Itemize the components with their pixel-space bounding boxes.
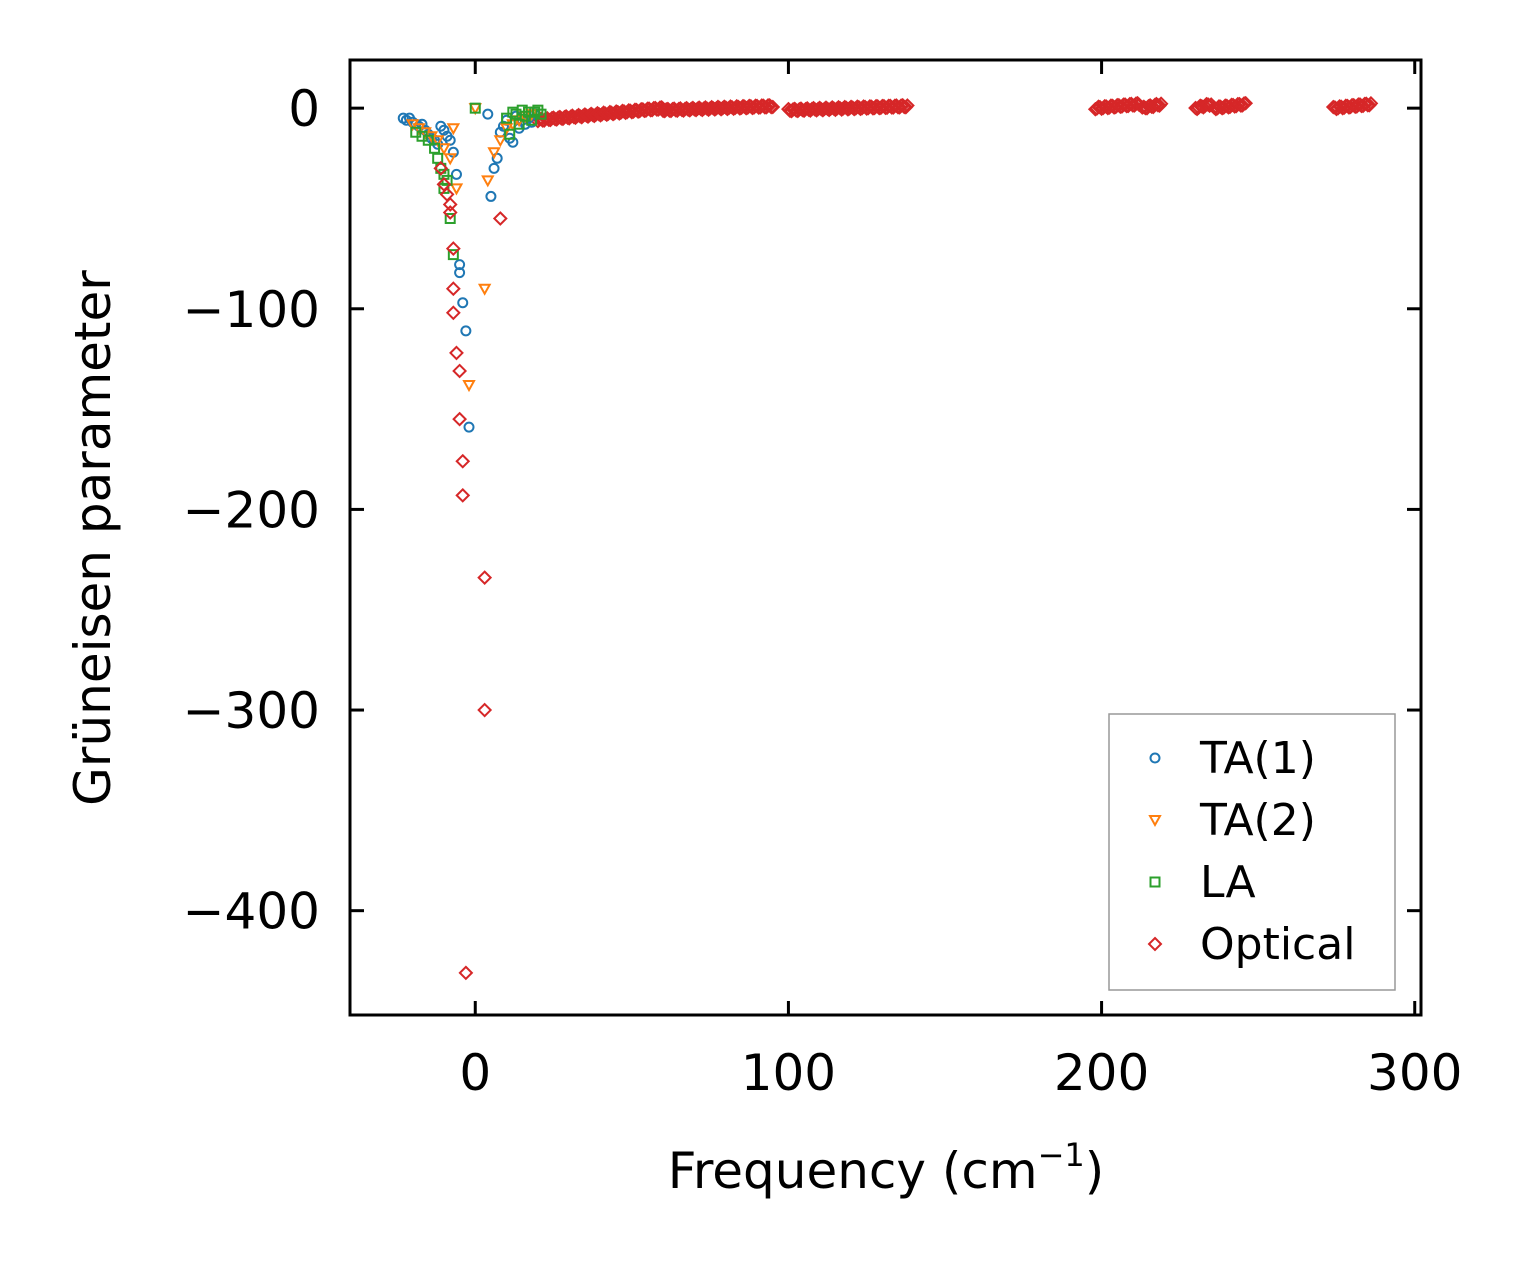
optical-point [1363, 95, 1379, 111]
y-tick-label: −200 [183, 481, 320, 539]
legend-item: TA(2) [1148, 795, 1316, 846]
y-axis: 0 −100 −200 −300 −400 [183, 80, 1421, 941]
data-point [455, 453, 471, 469]
data-point [452, 411, 468, 427]
data-point [422, 134, 434, 146]
data-point [493, 135, 508, 148]
series-la [410, 102, 547, 261]
optical-band [655, 98, 781, 119]
legend-item: Optical [1147, 919, 1355, 970]
data-point [492, 211, 508, 226]
data-point [482, 108, 494, 120]
optical-band [1206, 95, 1254, 117]
data-point [433, 160, 449, 176]
data-point [458, 965, 474, 981]
y-tick-label: −100 [183, 281, 320, 339]
data-point [491, 152, 503, 164]
plot-area-frame [348, 58, 1423, 1017]
data-point [445, 281, 461, 297]
data-point [442, 197, 458, 212]
data-point [445, 305, 461, 321]
data-point [535, 108, 547, 120]
legend-label: Optical [1200, 919, 1355, 970]
data-point [477, 283, 492, 296]
data-point [450, 168, 462, 180]
data-point [457, 297, 469, 309]
legend-marker [1147, 936, 1163, 952]
data-point [449, 183, 464, 196]
optical-point [900, 98, 915, 113]
data-point [454, 267, 466, 279]
legend-frame [1108, 713, 1396, 991]
series-optical [433, 160, 508, 981]
y-axis-label: Grüneisen parameter [64, 270, 122, 806]
y-tick-label: −300 [183, 682, 320, 740]
data-point [460, 325, 472, 337]
data-point [499, 123, 514, 136]
legend-marker [1149, 752, 1161, 764]
legend-item: LA [1149, 857, 1256, 908]
y-tick-label: −400 [183, 883, 320, 941]
data-point [477, 570, 493, 586]
x-tick-label: 300 [1367, 1044, 1462, 1102]
series-ta1 [397, 108, 541, 433]
data-point [513, 118, 525, 130]
data-point [437, 143, 451, 156]
optical-band [1325, 95, 1379, 117]
data-point [443, 153, 457, 166]
data-point [469, 102, 481, 114]
optical-band [1134, 96, 1169, 116]
chart-marks [397, 95, 1379, 981]
y-tick-label: 0 [288, 80, 320, 138]
x-tick-label: 200 [1054, 1044, 1149, 1102]
data-point [516, 104, 528, 116]
legend-label: LA [1200, 857, 1256, 908]
legend-marker [1148, 815, 1162, 828]
data-point [447, 146, 459, 158]
optical-point [763, 99, 779, 115]
legend-item: TA(1) [1149, 733, 1316, 784]
data-point [442, 205, 458, 220]
x-axis: 0 100 200 300 [459, 60, 1462, 1102]
data-point [444, 134, 456, 146]
data-point [445, 241, 461, 257]
optical-band [781, 97, 915, 119]
series-ta2 [405, 103, 539, 393]
data-point [488, 162, 500, 174]
data-point [452, 363, 468, 379]
optical-point [1238, 95, 1254, 111]
legend-marker [1149, 876, 1161, 888]
data-point [487, 147, 501, 160]
data-point [432, 152, 444, 164]
data-point [435, 162, 447, 174]
data-point [504, 128, 516, 140]
data-point [444, 212, 456, 224]
data-point [485, 190, 497, 202]
optical-point [1153, 96, 1169, 112]
x-tick-label: 100 [741, 1044, 836, 1102]
data-point [446, 123, 461, 136]
data-point [430, 135, 445, 148]
data-point [463, 421, 475, 433]
data-point [449, 345, 464, 361]
optical-point [765, 99, 781, 115]
legend-label: TA(1) [1199, 733, 1316, 784]
optical-point [760, 98, 776, 113]
legend-label: TA(2) [1199, 795, 1316, 846]
data-point [455, 487, 471, 503]
x-tick-label: 0 [459, 1044, 491, 1102]
legend: TA(1) TA(2) LA Optical [1108, 713, 1396, 991]
data-point [462, 380, 476, 393]
optical-band [530, 99, 671, 129]
data-point [529, 106, 541, 118]
data-point [481, 175, 495, 188]
data-point [477, 702, 493, 718]
x-axis-label: Frequency (cm−1) [668, 1136, 1105, 1200]
data-point [447, 249, 459, 261]
data-point [429, 142, 441, 154]
data-point [438, 124, 450, 136]
